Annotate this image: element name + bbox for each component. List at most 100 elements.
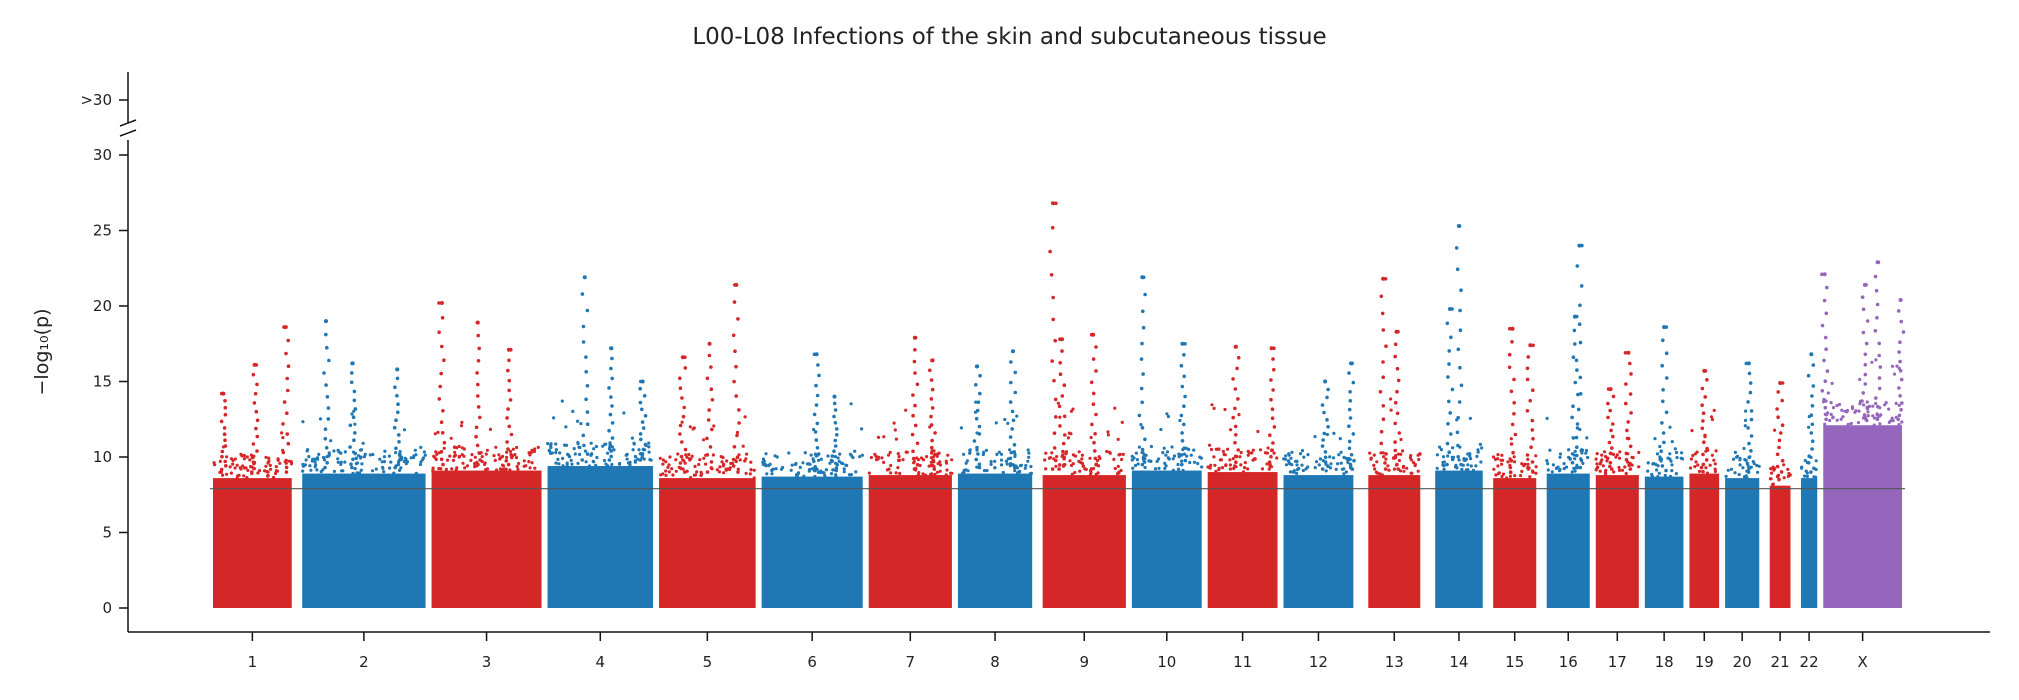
data-point [1455, 430, 1460, 435]
data-point [867, 471, 872, 475]
data-point [1447, 362, 1451, 366]
data-point [221, 473, 225, 477]
data-point [1442, 463, 1446, 468]
chromosome-8-points [957, 349, 1033, 608]
data-point [885, 468, 890, 472]
data-point [1823, 335, 1828, 340]
data-point [506, 447, 510, 451]
data-point [829, 472, 834, 476]
data-point [607, 386, 611, 390]
data-point [725, 459, 729, 463]
data-point [1135, 458, 1139, 462]
data-point [1287, 453, 1291, 457]
data-point [511, 447, 515, 451]
data-point [1854, 409, 1858, 413]
data-point [707, 408, 711, 412]
data-point [647, 445, 651, 449]
data-point [935, 454, 939, 458]
data-point [1095, 459, 1100, 463]
data-point [1253, 457, 1257, 461]
data-point [310, 459, 314, 463]
peak-point [1381, 276, 1386, 281]
data-point [1712, 408, 1716, 412]
data-point [398, 457, 402, 462]
data-point [1381, 404, 1386, 408]
data-point [442, 358, 446, 363]
y-tick-label: 30 [93, 146, 112, 164]
data-point [848, 452, 853, 456]
data-point [1864, 341, 1869, 346]
data-point [1701, 469, 1705, 474]
data-point [1228, 458, 1232, 462]
data-point [1094, 369, 1098, 373]
data-point [1509, 389, 1514, 394]
data-point [1679, 456, 1683, 460]
data-point [1091, 402, 1096, 407]
data-point [1519, 474, 1523, 478]
data-point [437, 330, 441, 335]
data-point [422, 450, 426, 454]
data-point [529, 451, 533, 455]
data-point [1347, 446, 1352, 451]
data-point [1179, 363, 1184, 368]
data-point [583, 449, 588, 453]
data-point [1321, 438, 1325, 442]
data-point [1748, 390, 1753, 395]
data-point [1442, 467, 1446, 471]
data-point [449, 436, 453, 440]
data-point [1745, 461, 1750, 466]
data-point [1454, 246, 1459, 250]
data-point [1140, 462, 1145, 467]
data-point [536, 445, 540, 449]
data-point [439, 457, 444, 462]
data-point [1628, 467, 1633, 471]
data-point [475, 371, 479, 375]
data-point [719, 455, 723, 459]
data-point [1508, 465, 1513, 470]
data-point [880, 456, 884, 460]
data-point [1166, 414, 1170, 419]
data-point [1141, 451, 1145, 455]
data-point [1223, 407, 1227, 412]
data-point [744, 471, 748, 475]
data-point [1325, 432, 1329, 437]
data-point [1894, 401, 1898, 405]
data-point [736, 317, 740, 321]
data-point [1458, 328, 1463, 333]
data-point [432, 454, 436, 458]
data-point [1094, 462, 1098, 467]
data-point [679, 466, 683, 471]
data-point [1344, 470, 1348, 474]
data-point [1161, 451, 1165, 455]
data-point [1509, 437, 1513, 441]
data-point [1626, 436, 1631, 441]
data-point [435, 452, 439, 456]
data-point [821, 471, 826, 475]
data-point [514, 456, 519, 460]
data-point [1140, 426, 1145, 430]
data-point [223, 399, 227, 403]
data-point [1212, 455, 1216, 459]
data-point [838, 452, 842, 456]
data-point [1510, 340, 1514, 344]
data-point [722, 471, 726, 475]
data-point [737, 421, 741, 425]
data-point [1372, 453, 1376, 457]
peak-point [912, 335, 917, 340]
data-point [704, 462, 708, 466]
data-point [517, 461, 521, 466]
data-point [912, 359, 917, 364]
data-point [1898, 359, 1902, 364]
chromosome-17-bulk [1595, 475, 1639, 608]
data-point [1580, 448, 1584, 452]
data-point [1746, 426, 1750, 430]
data-point [638, 458, 643, 462]
data-point [1777, 445, 1781, 450]
data-point [1389, 397, 1393, 401]
data-point [585, 452, 590, 456]
data-point [1531, 343, 1535, 348]
data-point [1178, 418, 1182, 423]
data-point [1180, 384, 1185, 389]
data-point [674, 458, 678, 462]
data-point [585, 308, 590, 313]
